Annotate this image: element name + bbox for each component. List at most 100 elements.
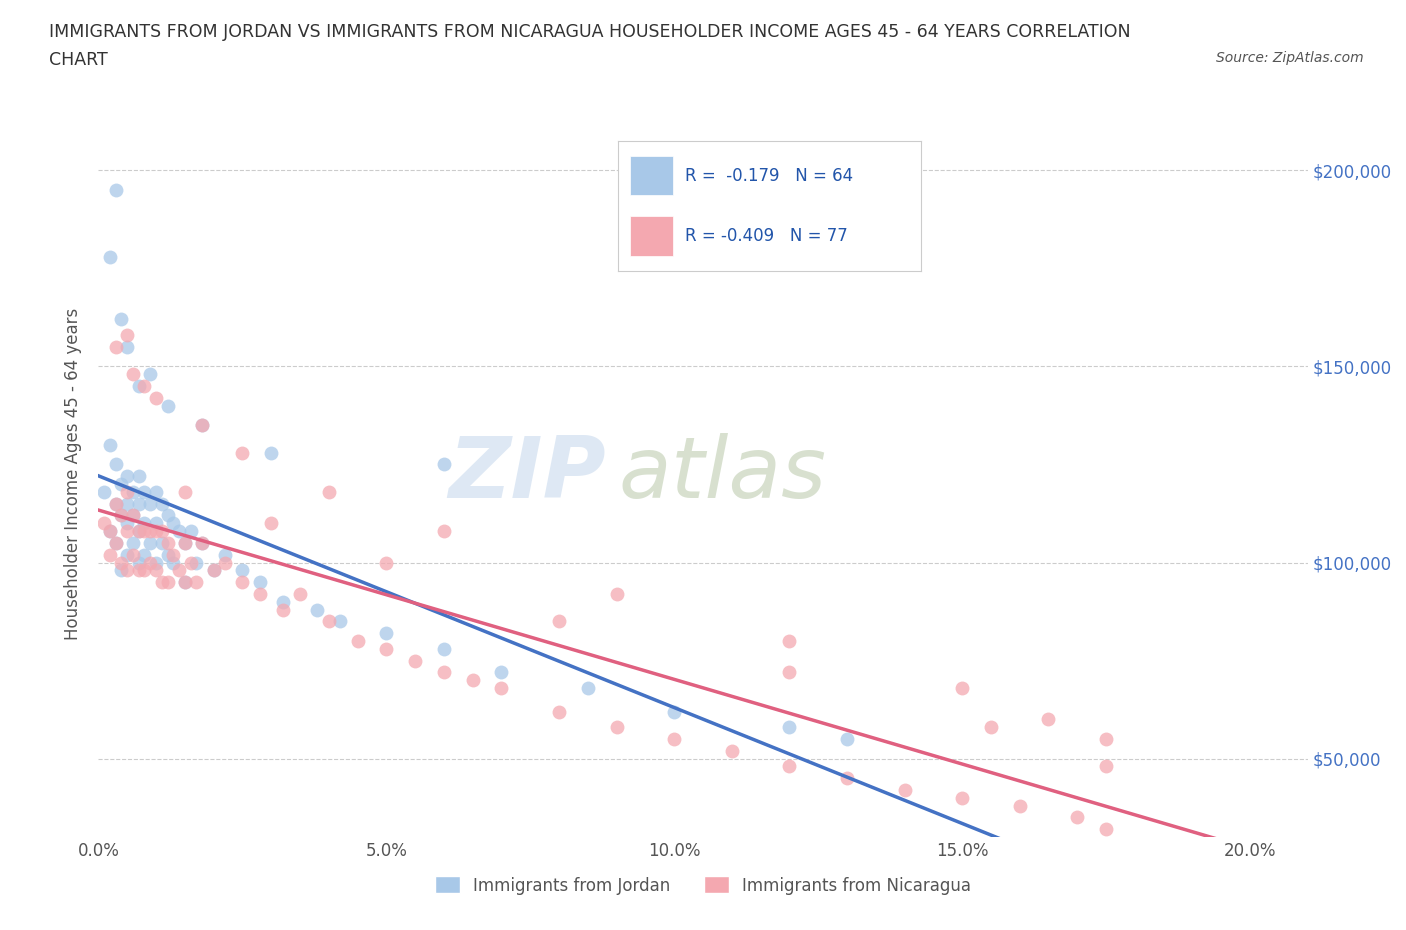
Point <box>1066 810 1088 825</box>
Y-axis label: Householder Income Ages 45 - 64 years: Householder Income Ages 45 - 64 years <box>65 308 83 641</box>
Point <box>186 575 208 590</box>
Point <box>433 524 456 538</box>
Point <box>104 182 127 197</box>
Point <box>1008 798 1031 813</box>
Point <box>778 633 800 648</box>
Point <box>128 563 150 578</box>
Point <box>346 633 368 648</box>
Point <box>145 524 167 538</box>
Point <box>93 516 115 531</box>
Point <box>1095 759 1118 774</box>
Point <box>375 626 398 641</box>
Point <box>98 249 121 264</box>
Point <box>145 391 167 405</box>
Point <box>260 516 283 531</box>
Point <box>1095 822 1118 837</box>
Point <box>167 563 190 578</box>
Point <box>134 547 156 562</box>
Point <box>664 704 686 719</box>
Point <box>139 536 162 551</box>
Point <box>191 536 214 551</box>
Point <box>202 563 225 578</box>
Point <box>150 524 173 538</box>
Point <box>134 485 156 499</box>
Point <box>288 587 311 602</box>
Point <box>145 563 167 578</box>
Point <box>115 339 138 354</box>
Point <box>231 575 253 590</box>
Point <box>115 469 138 484</box>
Point <box>115 563 138 578</box>
Point <box>835 771 858 786</box>
Point <box>110 555 132 570</box>
Point <box>433 665 456 680</box>
Point <box>576 681 599 696</box>
Point <box>110 477 132 492</box>
Point <box>110 312 132 326</box>
Point <box>318 485 340 499</box>
Point <box>98 437 121 452</box>
Point <box>778 759 800 774</box>
Point <box>122 547 145 562</box>
Point <box>93 485 115 499</box>
Point <box>329 614 352 629</box>
Point <box>980 720 1002 735</box>
Point <box>115 327 138 342</box>
Point <box>231 445 253 460</box>
Point <box>156 398 179 413</box>
Point <box>375 642 398 657</box>
Point <box>122 508 145 523</box>
Point <box>778 665 800 680</box>
Point <box>139 366 162 381</box>
Point <box>156 547 179 562</box>
Point <box>134 524 156 538</box>
Point <box>307 602 329 617</box>
Text: Source: ZipAtlas.com: Source: ZipAtlas.com <box>1216 51 1364 65</box>
Point <box>110 508 132 523</box>
Point <box>260 445 283 460</box>
Point <box>191 418 214 432</box>
Point <box>231 563 253 578</box>
Point <box>134 379 156 393</box>
Point <box>162 555 184 570</box>
Point <box>191 418 214 432</box>
Point <box>150 575 173 590</box>
Text: CHART: CHART <box>49 51 108 69</box>
Point <box>122 508 145 523</box>
Text: atlas: atlas <box>619 432 827 516</box>
Point <box>375 555 398 570</box>
Point <box>162 516 184 531</box>
Point <box>104 339 127 354</box>
Point <box>606 587 628 602</box>
Point <box>1038 712 1060 727</box>
Point <box>98 524 121 538</box>
Point <box>104 536 127 551</box>
Point <box>214 555 236 570</box>
Point <box>156 575 179 590</box>
Point <box>950 790 973 805</box>
Point <box>1095 732 1118 747</box>
Point <box>128 555 150 570</box>
Point <box>128 524 150 538</box>
Point <box>778 720 800 735</box>
Point <box>150 536 173 551</box>
Point <box>202 563 225 578</box>
Point <box>115 524 138 538</box>
Point <box>156 536 179 551</box>
Point <box>156 508 179 523</box>
Point <box>173 536 195 551</box>
Point <box>214 547 236 562</box>
Point <box>318 614 340 629</box>
Point <box>104 457 127 472</box>
Point <box>139 524 162 538</box>
Point <box>950 681 973 696</box>
Point <box>173 575 195 590</box>
Point <box>115 516 138 531</box>
Point <box>404 653 426 668</box>
Point <box>134 563 156 578</box>
Point <box>150 497 173 512</box>
Point <box>249 587 271 602</box>
Point <box>548 704 571 719</box>
Point <box>271 602 294 617</box>
Text: IMMIGRANTS FROM JORDAN VS IMMIGRANTS FROM NICARAGUA HOUSEHOLDER INCOME AGES 45 -: IMMIGRANTS FROM JORDAN VS IMMIGRANTS FRO… <box>49 23 1130 41</box>
